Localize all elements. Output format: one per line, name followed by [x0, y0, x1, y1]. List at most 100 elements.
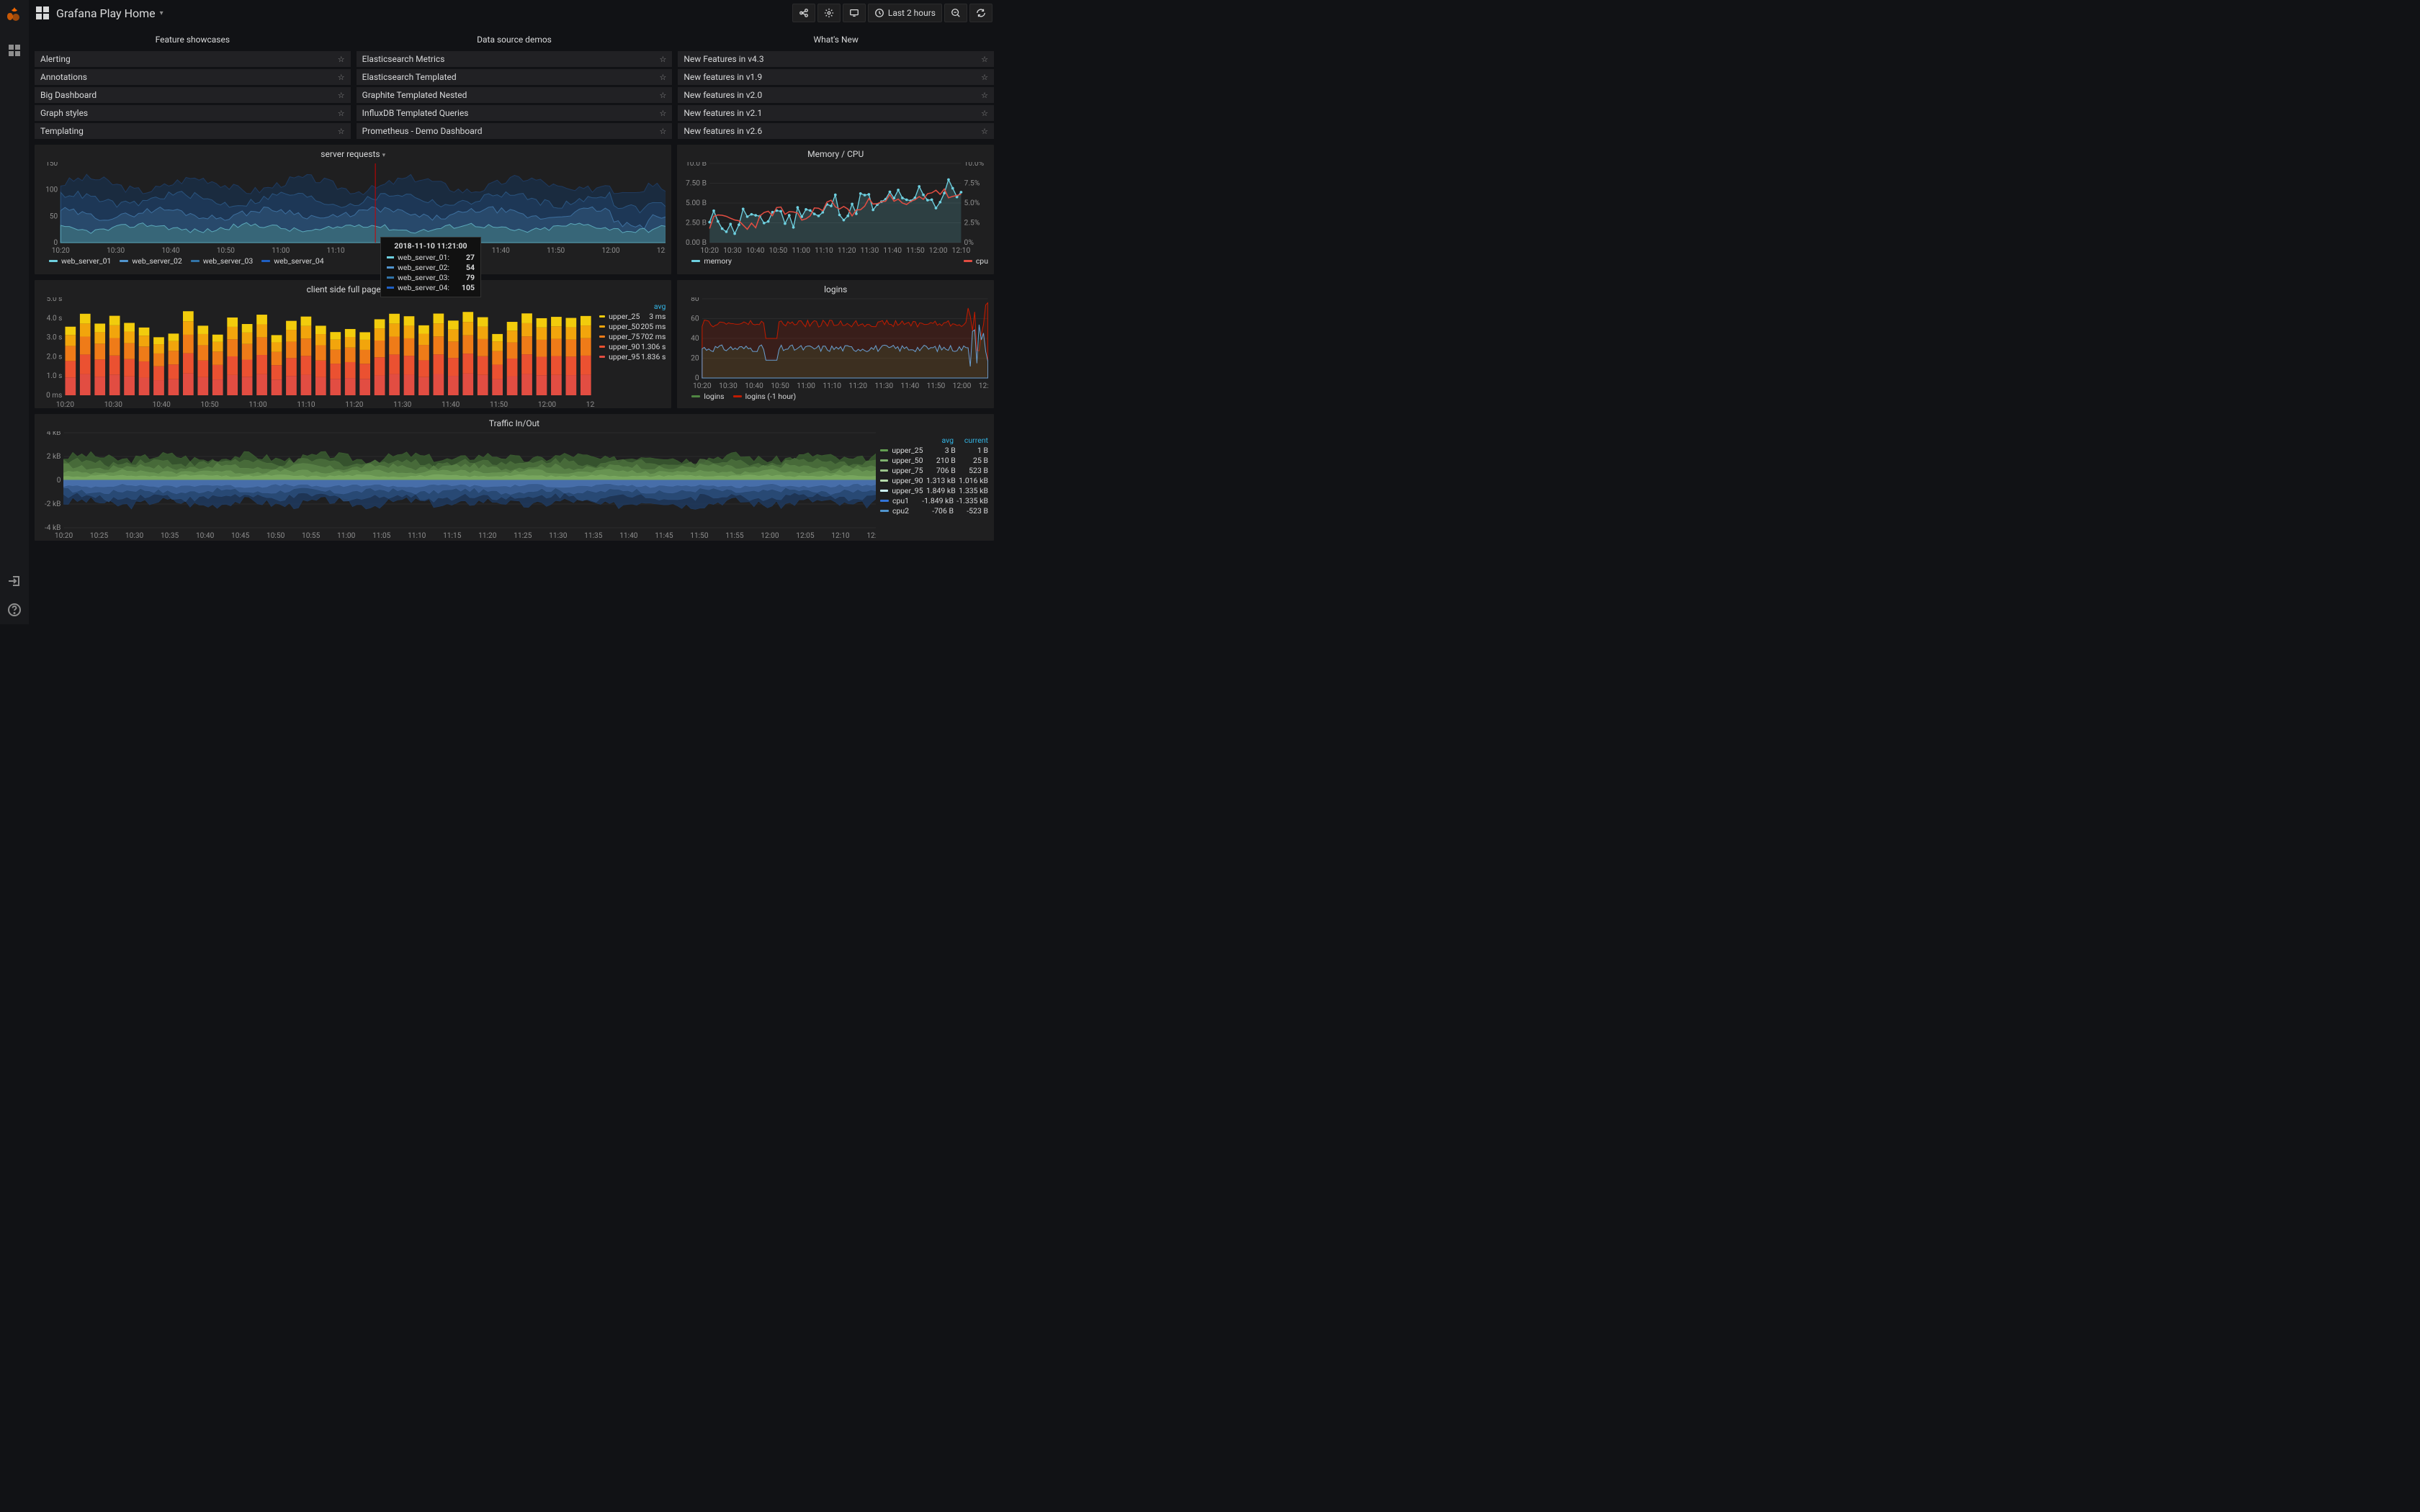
- legend-item[interactable]: upper_253 B1 B: [880, 446, 988, 455]
- star-icon[interactable]: ☆: [338, 127, 345, 136]
- svg-text:11:40: 11:40: [442, 401, 460, 408]
- panel-title[interactable]: logins: [683, 283, 988, 297]
- dashboard-list-item[interactable]: Big Dashboard☆: [35, 87, 351, 103]
- svg-text:-2 kB: -2 kB: [45, 500, 61, 508]
- star-icon[interactable]: ☆: [981, 55, 988, 64]
- zoom-out-button[interactable]: [944, 4, 967, 22]
- svg-text:1.0 s: 1.0 s: [47, 372, 63, 380]
- section-title: Data source demos: [357, 32, 673, 49]
- dashboard-list-item[interactable]: New Features in v4.3☆: [678, 51, 994, 67]
- dashboard-list-item[interactable]: Elasticsearch Templated☆: [357, 69, 673, 85]
- svg-text:11:50: 11:50: [690, 532, 709, 539]
- legend-item[interactable]: upper_50210 B25 B: [880, 456, 988, 465]
- legend-item[interactable]: cpu: [964, 256, 988, 266]
- refresh-button[interactable]: [969, 4, 992, 22]
- dashboard-list-item[interactable]: Annotations☆: [35, 69, 351, 85]
- dashboard-list-item[interactable]: New features in v2.1☆: [678, 105, 994, 121]
- svg-text:20: 20: [691, 355, 700, 363]
- list-item-label: New features in v2.0: [684, 90, 762, 100]
- logins-chart[interactable]: 02040608010:2010:3010:4010:5011:0011:101…: [683, 297, 988, 390]
- panel-title[interactable]: Memory / CPU: [683, 148, 988, 162]
- star-icon[interactable]: ☆: [338, 109, 345, 118]
- star-icon[interactable]: ☆: [338, 55, 345, 64]
- legend-item[interactable]: upper_901.306 s: [599, 342, 666, 351]
- svg-text:10:20: 10:20: [701, 247, 720, 254]
- section-column: Feature showcasesAlerting☆Annotations☆Bi…: [35, 32, 351, 139]
- panel-traffic: Traffic In/Out -4 kB-2 kB02 kB4 kB10:201…: [35, 414, 994, 541]
- dashboard-list-item[interactable]: Prometheus - Demo Dashboard☆: [357, 123, 673, 139]
- tv-button[interactable]: [843, 4, 866, 22]
- time-range-button[interactable]: Last 2 hours: [868, 4, 942, 22]
- legend-item[interactable]: logins (-1 hour): [733, 392, 797, 401]
- legend-item[interactable]: memory: [691, 256, 732, 266]
- star-icon[interactable]: ☆: [659, 127, 666, 136]
- dashboard-title[interactable]: Grafana Play Home ▾: [56, 6, 163, 20]
- dashboard-list-item[interactable]: Templating☆: [35, 123, 351, 139]
- legend-item[interactable]: web_server_04: [261, 256, 323, 266]
- dashboard-list-item[interactable]: InfluxDB Templated Queries☆: [357, 105, 673, 121]
- svg-text:11:20: 11:20: [838, 247, 856, 254]
- star-icon[interactable]: ☆: [338, 73, 345, 82]
- svg-text:0 ms: 0 ms: [46, 392, 62, 400]
- share-button[interactable]: [792, 4, 815, 22]
- legend-item[interactable]: upper_50205 ms: [599, 322, 666, 331]
- legend-item[interactable]: upper_951.849 kB1.335 kB: [880, 486, 988, 495]
- dashboards-icon[interactable]: [7, 43, 22, 58]
- star-icon[interactable]: ☆: [981, 109, 988, 118]
- legend-item[interactable]: logins: [691, 392, 724, 401]
- dashboard-list-item[interactable]: New features in v2.0 ☆: [678, 87, 994, 103]
- dashboard-list-item[interactable]: Graph styles☆: [35, 105, 351, 121]
- legend-item[interactable]: web_server_03: [191, 256, 253, 266]
- server-requests-chart[interactable]: 05010015010:2010:3010:4010:5011:0011:101…: [40, 162, 666, 254]
- legend-item[interactable]: web_server_01: [49, 256, 111, 266]
- svg-text:11:10: 11:10: [297, 401, 315, 408]
- legend-item[interactable]: upper_901.313 kB1.016 kB: [880, 476, 988, 485]
- legend-item[interactable]: upper_253 ms: [599, 312, 666, 321]
- svg-text:12:10: 12:10: [979, 382, 988, 390]
- legend-item[interactable]: upper_951.836 s: [599, 352, 666, 361]
- dashboard-list-item[interactable]: Alerting☆: [35, 51, 351, 67]
- star-icon[interactable]: ☆: [659, 91, 666, 100]
- help-icon[interactable]: [7, 603, 22, 617]
- svg-text:0.00 B: 0.00 B: [686, 239, 707, 247]
- dashboard-list-item[interactable]: New features in v2.6☆: [678, 123, 994, 139]
- legend-item[interactable]: upper_75706 B523 B: [880, 466, 988, 475]
- panel-title[interactable]: Traffic In/Out: [40, 417, 988, 431]
- svg-text:100: 100: [45, 186, 58, 194]
- client-side-chart[interactable]: 0 ms1.0 s2.0 s3.0 s4.0 s5.0 s10:2010:301…: [40, 297, 595, 408]
- star-icon[interactable]: ☆: [981, 91, 988, 100]
- svg-text:10.0 B: 10.0 B: [686, 162, 707, 168]
- star-icon[interactable]: ☆: [659, 73, 666, 82]
- panel-title[interactable]: client side full page load: [40, 283, 666, 297]
- star-icon[interactable]: ☆: [659, 109, 666, 118]
- panel-title[interactable]: server requests▾: [40, 148, 666, 162]
- grafana-logo-icon[interactable]: [6, 6, 23, 23]
- star-icon[interactable]: ☆: [659, 55, 666, 64]
- star-icon[interactable]: ☆: [981, 127, 988, 136]
- svg-text:12:00: 12:00: [601, 247, 619, 254]
- memory-cpu-chart[interactable]: 0.00 B2.50 B5.00 B7.50 B10.0 B0%2.5%5.0%…: [683, 162, 988, 254]
- legend-item[interactable]: web_server_02: [120, 256, 182, 266]
- star-icon[interactable]: ☆: [981, 73, 988, 82]
- section-column: Data source demos Elasticsearch Metrics☆ E…: [357, 32, 673, 139]
- dashboard-list-item[interactable]: Graphite Templated Nested☆: [357, 87, 673, 103]
- legend-item[interactable]: upper_75702 ms: [599, 332, 666, 341]
- side-nav: [0, 0, 29, 624]
- traffic-chart[interactable]: -4 kB-2 kB02 kB4 kB10:2010:2510:3010:351…: [40, 431, 876, 539]
- svg-text:10:30: 10:30: [125, 532, 144, 539]
- caret-down-icon: ▾: [160, 9, 163, 17]
- section-title: What's New: [678, 32, 994, 49]
- settings-button[interactable]: [817, 4, 841, 22]
- dashboard-list-item[interactable]: Elasticsearch Metrics☆: [357, 51, 673, 67]
- svg-text:10:30: 10:30: [719, 382, 738, 390]
- signin-icon[interactable]: [7, 574, 22, 588]
- svg-text:11:55: 11:55: [725, 532, 744, 539]
- legend-item[interactable]: cpu2-706 B-523 B: [880, 506, 988, 516]
- legend-item[interactable]: cpu1-1.849 kB-1.335 kB: [880, 496, 988, 505]
- svg-text:10:40: 10:40: [196, 532, 215, 539]
- svg-text:11:20: 11:20: [478, 532, 497, 539]
- star-icon[interactable]: ☆: [338, 91, 345, 100]
- dashboard-list-item[interactable]: New features in v1.9☆: [678, 69, 994, 85]
- svg-text:0: 0: [54, 239, 58, 247]
- traffic-legend: avgcurrentupper_253 B1 Bupper_50210 B25 …: [880, 431, 988, 539]
